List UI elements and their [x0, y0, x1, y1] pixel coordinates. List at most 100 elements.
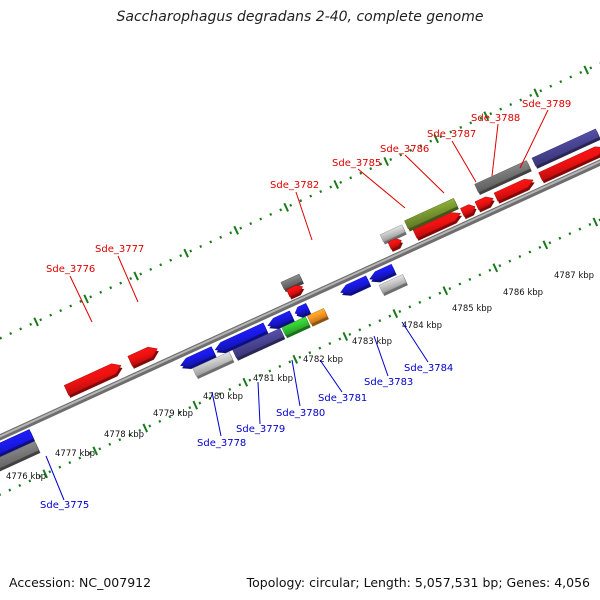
- gene-feature[interactable]: [378, 274, 407, 294]
- kbp-label: 4784 kbp: [402, 321, 442, 331]
- accession-text: Accession: NC_007912: [9, 575, 152, 590]
- minor-tick: [299, 199, 303, 203]
- minor-tick: [249, 222, 253, 226]
- gene-feature[interactable]: [474, 196, 494, 211]
- minor-tick: [239, 226, 243, 230]
- major-tick: [442, 286, 449, 296]
- gene-feature[interactable]: [232, 328, 285, 359]
- minor-tick: [248, 378, 252, 382]
- minor-tick: [478, 273, 482, 277]
- minor-tick: [359, 171, 363, 175]
- gene-feature[interactable]: [460, 204, 476, 217]
- major-tick: [492, 263, 499, 273]
- major-tick: [83, 294, 89, 304]
- gene-feature[interactable]: [340, 275, 371, 294]
- gene-feature[interactable]: [0, 440, 40, 479]
- minor-tick: [438, 291, 442, 295]
- minor-tick: [569, 75, 573, 79]
- minor-tick: [298, 355, 302, 359]
- minor-tick: [118, 438, 122, 442]
- gene-feature[interactable]: [538, 146, 600, 182]
- gene-feature[interactable]: [63, 363, 122, 396]
- gene-label[interactable]: Sde_3787: [427, 129, 476, 140]
- minor-tick: [68, 461, 72, 465]
- gene-label[interactable]: Sde_3785: [332, 158, 381, 169]
- minor-tick: [399, 153, 403, 157]
- minor-tick: [228, 387, 232, 391]
- gene-feature[interactable]: [180, 346, 216, 367]
- kbp-scale-labels: 4776 kbp 4777 kbp 4778 kbp 4779 kbp 4780 kbp…: [6, 271, 594, 482]
- minor-tick: [518, 255, 522, 259]
- major-tick: [333, 179, 339, 189]
- minor-tick: [178, 410, 182, 414]
- gene-feature[interactable]: [474, 160, 531, 193]
- gene-feature[interactable]: [379, 224, 406, 243]
- gene-feature[interactable]: [493, 179, 534, 202]
- minor-tick: [458, 282, 462, 286]
- label-leader-line: [69, 275, 93, 323]
- major-tick: [33, 317, 39, 327]
- gene-feature[interactable]: [286, 285, 304, 298]
- minor-tick: [419, 144, 423, 148]
- gene-feature[interactable]: [280, 273, 303, 290]
- kbp-label: 4776 kbp: [6, 472, 46, 482]
- kbp-label: 4780 kbp: [203, 392, 243, 402]
- minor-tick: [139, 272, 143, 276]
- gene-feature[interactable]: [412, 212, 461, 239]
- minor-tick: [319, 190, 323, 194]
- gene-feature[interactable]: [267, 310, 294, 327]
- gene-feature[interactable]: [192, 351, 234, 377]
- gene-feature[interactable]: [531, 128, 600, 167]
- label-leader-line: [211, 391, 222, 437]
- gene-label[interactable]: Sde_3776: [46, 264, 95, 275]
- kbp-label: 4778 kbp: [104, 430, 144, 440]
- major-tick: [292, 354, 299, 364]
- minor-tick: [69, 304, 73, 308]
- minor-tick: [568, 232, 572, 236]
- major-tick: [592, 217, 599, 227]
- gene-label[interactable]: Sde_3786: [380, 144, 429, 155]
- minor-tick: [358, 328, 362, 332]
- minor-tick: [348, 332, 352, 336]
- gene-label[interactable]: Sde_3775: [40, 500, 89, 511]
- minor-tick: [289, 203, 293, 207]
- minor-tick: [329, 185, 333, 189]
- forward-tick-row: [0, 62, 600, 340]
- gene-feature[interactable]: [0, 429, 34, 464]
- gene-feature[interactable]: [294, 303, 311, 316]
- major-tick: [133, 271, 139, 281]
- gene-feature[interactable]: [387, 238, 402, 250]
- minor-tick: [588, 222, 592, 226]
- gene-label[interactable]: Sde_3778: [197, 438, 246, 449]
- gene-label[interactable]: Sde_3784: [404, 363, 453, 374]
- minor-tick: [208, 396, 212, 400]
- kbp-label: 4781 kbp: [253, 374, 293, 384]
- gene-label[interactable]: Sde_3779: [236, 424, 285, 435]
- minor-tick: [88, 451, 92, 455]
- gene-feature[interactable]: [214, 322, 268, 351]
- gene-feature[interactable]: [404, 197, 458, 230]
- gene-feature[interactable]: [127, 346, 158, 367]
- minor-tick: [9, 331, 13, 335]
- major-tick: [233, 225, 239, 235]
- minor-tick: [398, 309, 402, 313]
- gene-features: [0, 128, 600, 479]
- major-tick: [242, 377, 249, 387]
- gene-label[interactable]: Sde_3788: [471, 113, 520, 124]
- gene-label[interactable]: Sde_3783: [364, 377, 413, 388]
- label-leader-line: [519, 109, 549, 169]
- gene-feature[interactable]: [281, 316, 310, 337]
- minor-tick: [209, 240, 213, 244]
- minor-tick: [259, 217, 263, 221]
- gene-feature[interactable]: [369, 263, 396, 281]
- gene-label[interactable]: Sde_3780: [276, 408, 325, 419]
- gene-label[interactable]: Sde_3777: [95, 244, 144, 255]
- minor-tick: [229, 231, 233, 235]
- gene-label[interactable]: Sde_3782: [270, 180, 319, 191]
- gene-feature[interactable]: [306, 308, 328, 325]
- major-tick: [533, 88, 539, 98]
- minor-tick: [469, 121, 473, 125]
- gene-label[interactable]: Sde_3789: [522, 99, 571, 110]
- gene-label[interactable]: Sde_3781: [318, 393, 367, 404]
